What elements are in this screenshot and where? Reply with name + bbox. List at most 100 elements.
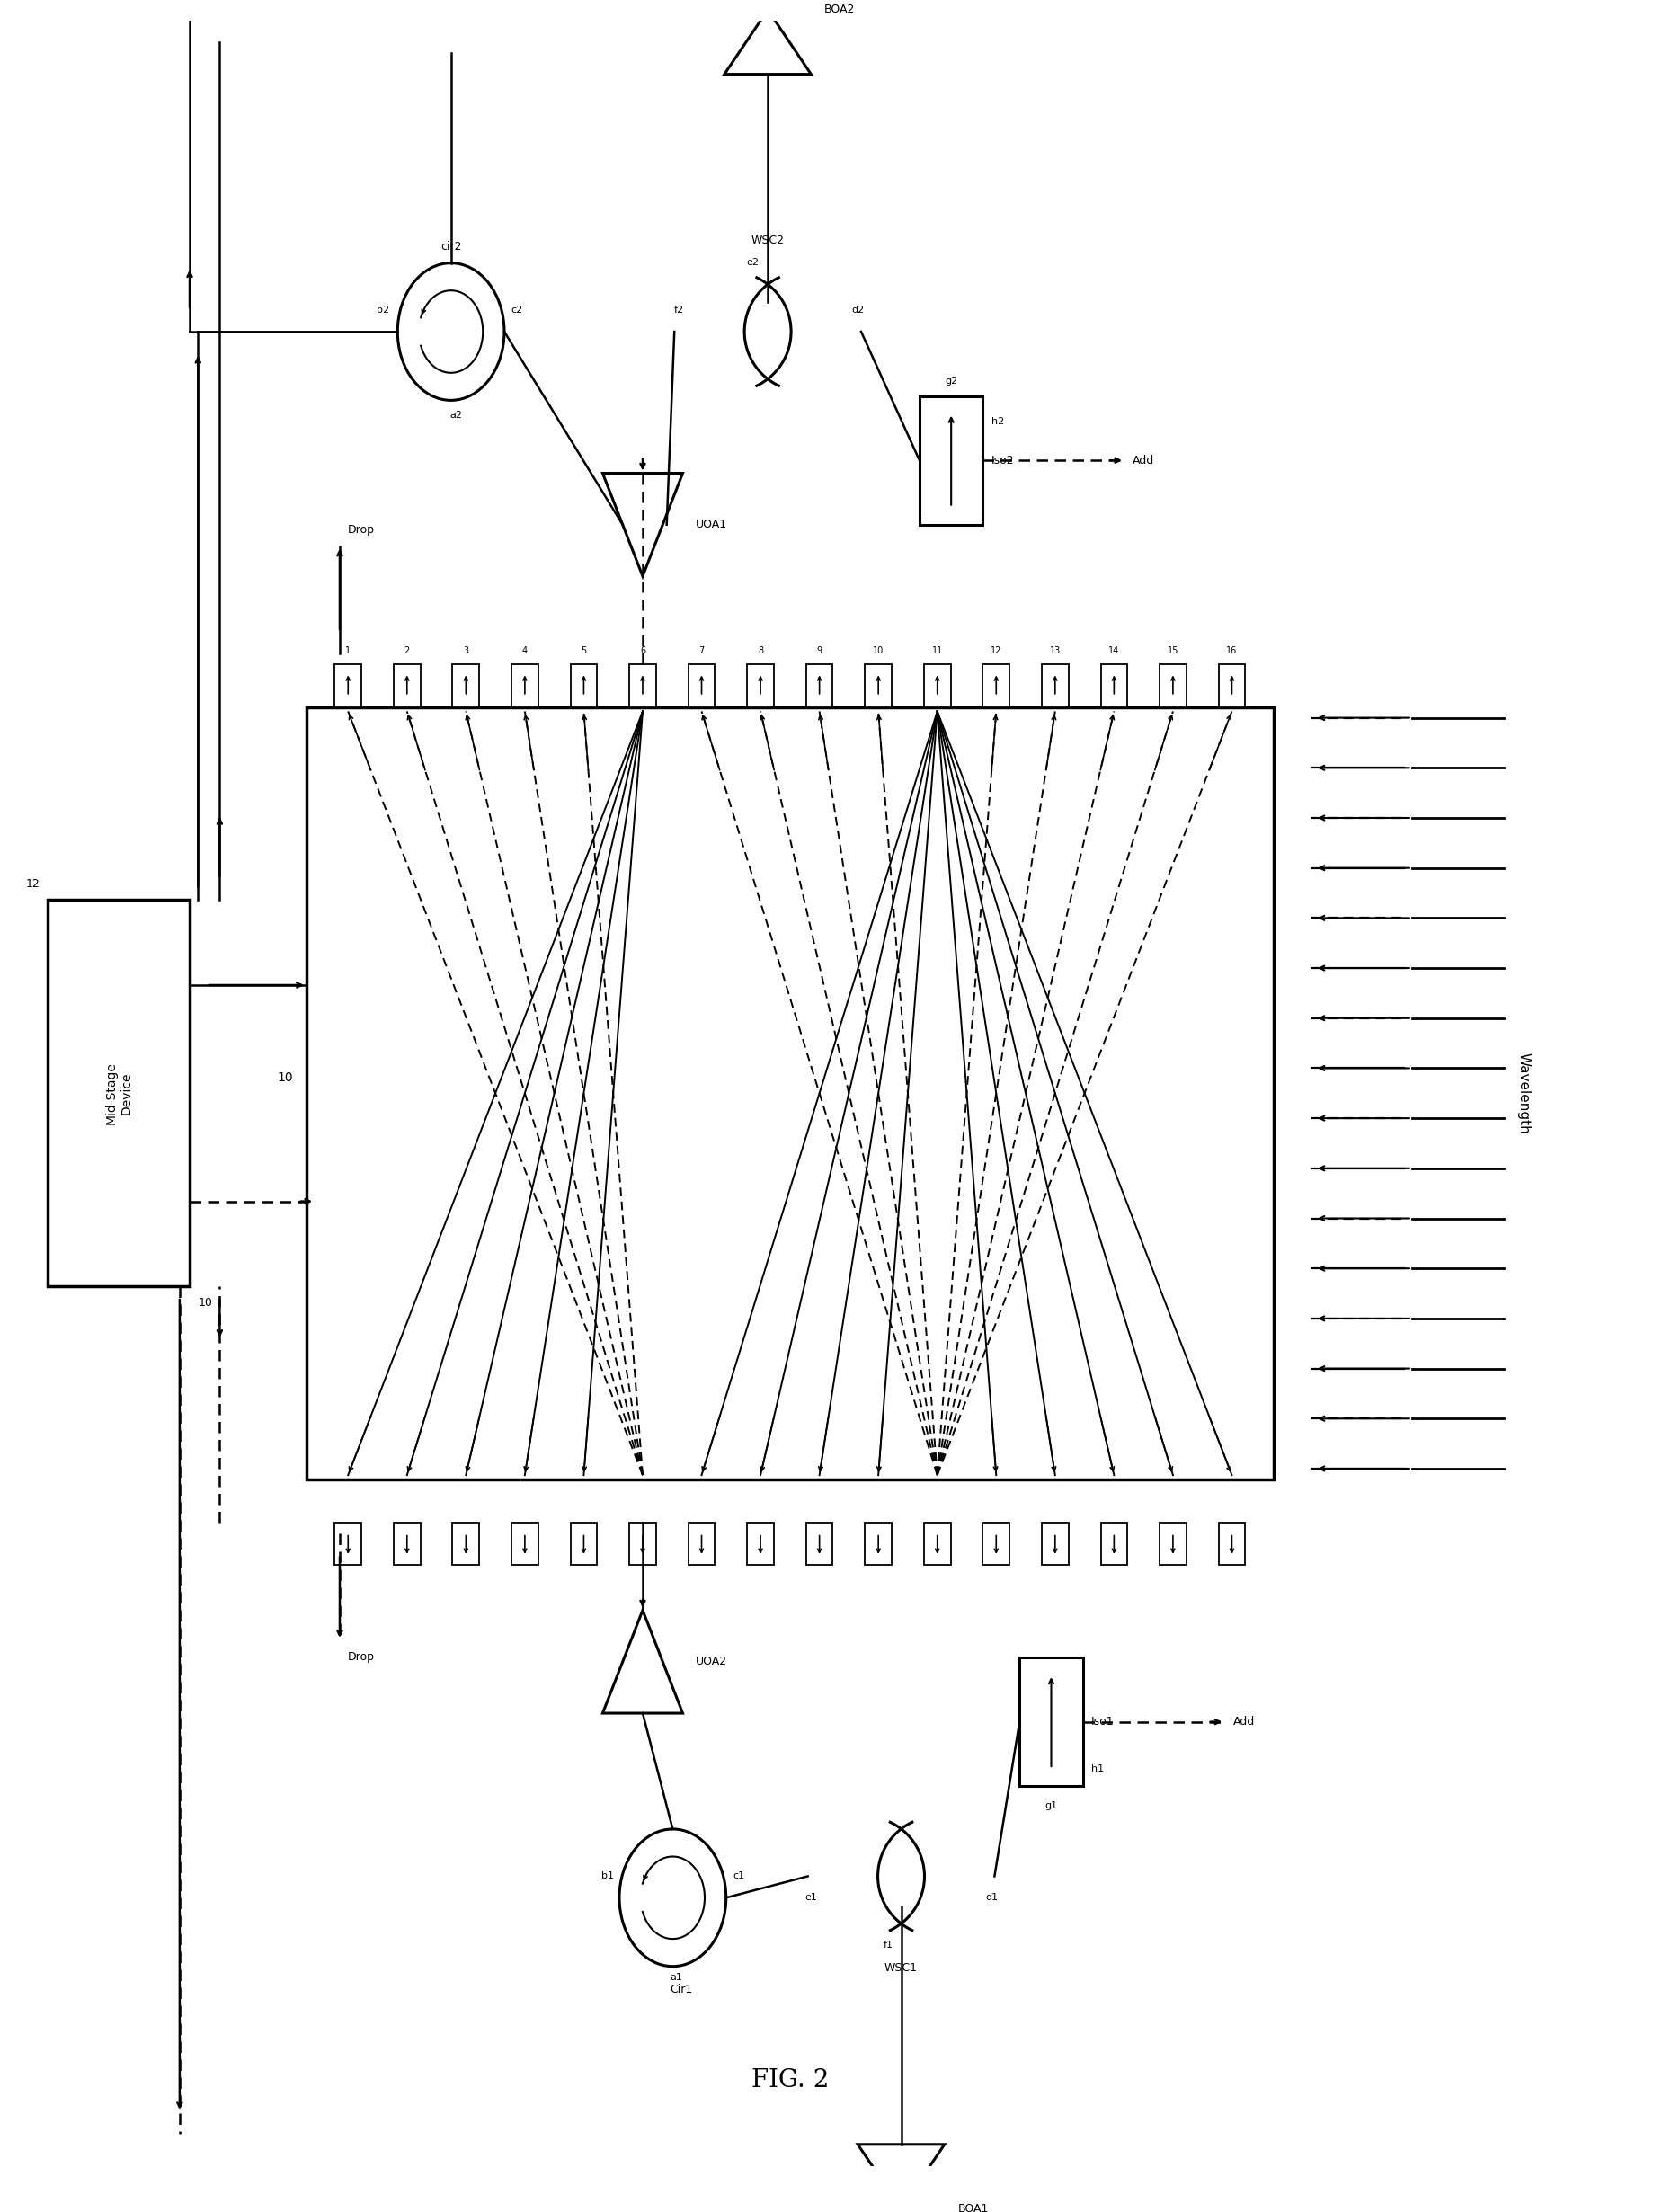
Text: c1: c1 (732, 1871, 744, 1880)
Text: FIG. 2: FIG. 2 (751, 2068, 828, 2093)
Text: UOA2: UOA2 (696, 1657, 727, 1668)
Text: a2: a2 (450, 411, 462, 420)
Text: 6: 6 (640, 1531, 645, 1540)
Text: 15: 15 (1168, 646, 1178, 655)
FancyBboxPatch shape (1042, 664, 1068, 708)
FancyBboxPatch shape (924, 664, 951, 708)
Text: 9: 9 (816, 1531, 822, 1540)
Text: 7: 7 (699, 646, 704, 655)
Text: 3: 3 (464, 1531, 469, 1540)
FancyBboxPatch shape (1218, 1522, 1245, 1566)
Text: WSC2: WSC2 (751, 234, 785, 246)
FancyBboxPatch shape (49, 900, 190, 1287)
FancyBboxPatch shape (1159, 1522, 1186, 1566)
Text: Iso2: Iso2 (991, 453, 1015, 467)
FancyBboxPatch shape (452, 664, 479, 708)
Text: 12: 12 (25, 878, 40, 889)
Text: 13: 13 (1050, 646, 1060, 655)
FancyBboxPatch shape (511, 1522, 538, 1566)
Text: 16: 16 (1226, 646, 1238, 655)
Text: 8: 8 (758, 1531, 763, 1540)
Text: 5: 5 (581, 646, 586, 655)
Text: h1: h1 (1092, 1765, 1104, 1774)
FancyBboxPatch shape (393, 664, 420, 708)
FancyBboxPatch shape (806, 1522, 833, 1566)
FancyBboxPatch shape (689, 1522, 716, 1566)
Text: Mid-Stage
Device: Mid-Stage Device (106, 1062, 133, 1124)
Text: d2: d2 (852, 305, 865, 314)
Text: 8: 8 (758, 646, 763, 655)
Text: UOA1: UOA1 (696, 520, 727, 531)
Text: 10: 10 (874, 1531, 884, 1540)
Text: BOA2: BOA2 (825, 4, 855, 15)
Text: Wavelength: Wavelength (1517, 1053, 1530, 1135)
Text: 4: 4 (522, 646, 528, 655)
Text: Drop: Drop (348, 1650, 375, 1663)
Text: 2: 2 (405, 1531, 410, 1540)
FancyBboxPatch shape (983, 664, 1010, 708)
Text: f1: f1 (884, 1940, 892, 1949)
Text: b2: b2 (376, 305, 390, 314)
FancyBboxPatch shape (630, 664, 655, 708)
FancyBboxPatch shape (571, 1522, 596, 1566)
Text: 13: 13 (1050, 1531, 1060, 1540)
Text: 3: 3 (464, 646, 469, 655)
Text: 11: 11 (932, 646, 942, 655)
Text: d1: d1 (984, 1893, 998, 1902)
Text: 5: 5 (581, 1531, 586, 1540)
Text: Add: Add (1233, 1717, 1255, 1728)
Text: g2: g2 (944, 376, 958, 385)
Text: Add: Add (1132, 453, 1154, 467)
FancyBboxPatch shape (806, 664, 833, 708)
Text: e1: e1 (805, 1893, 816, 1902)
Text: a1: a1 (670, 1973, 682, 1982)
Text: 14: 14 (1109, 646, 1119, 655)
FancyBboxPatch shape (748, 1522, 774, 1566)
Text: 10: 10 (874, 646, 884, 655)
Text: 9: 9 (816, 646, 822, 655)
Text: WSC1: WSC1 (884, 1962, 917, 1973)
Text: 10: 10 (277, 1071, 292, 1084)
FancyBboxPatch shape (1042, 1522, 1068, 1566)
FancyBboxPatch shape (689, 664, 716, 708)
Text: b1: b1 (601, 1871, 615, 1880)
Text: 7: 7 (699, 1531, 704, 1540)
Text: 14: 14 (1109, 1531, 1119, 1540)
FancyBboxPatch shape (865, 1522, 892, 1566)
Text: g1: g1 (1045, 1801, 1058, 1809)
FancyBboxPatch shape (1020, 1657, 1084, 1785)
Text: 1: 1 (346, 1531, 351, 1540)
Text: 12: 12 (991, 1531, 1001, 1540)
FancyBboxPatch shape (1218, 664, 1245, 708)
Text: 6: 6 (640, 646, 645, 655)
Text: cir2: cir2 (440, 241, 462, 252)
FancyBboxPatch shape (983, 1522, 1010, 1566)
FancyBboxPatch shape (306, 708, 1273, 1480)
Text: 12: 12 (991, 646, 1001, 655)
Text: h2: h2 (991, 418, 1005, 427)
Text: BOA1: BOA1 (958, 2203, 990, 2212)
FancyBboxPatch shape (630, 1522, 655, 1566)
Text: 4: 4 (522, 1531, 528, 1540)
Text: 15: 15 (1168, 1531, 1178, 1540)
Text: 16: 16 (1226, 1531, 1238, 1540)
Text: c2: c2 (511, 305, 522, 314)
Text: e2: e2 (748, 259, 759, 268)
FancyBboxPatch shape (1100, 664, 1127, 708)
FancyBboxPatch shape (1159, 664, 1186, 708)
FancyBboxPatch shape (393, 1522, 420, 1566)
FancyBboxPatch shape (571, 664, 596, 708)
Text: 10: 10 (198, 1296, 212, 1310)
FancyBboxPatch shape (748, 664, 774, 708)
Text: Cir1: Cir1 (670, 1984, 692, 1995)
FancyBboxPatch shape (334, 1522, 361, 1566)
FancyBboxPatch shape (452, 1522, 479, 1566)
Text: 2: 2 (405, 646, 410, 655)
FancyBboxPatch shape (1100, 1522, 1127, 1566)
FancyBboxPatch shape (511, 664, 538, 708)
FancyBboxPatch shape (865, 664, 892, 708)
FancyBboxPatch shape (924, 1522, 951, 1566)
Text: Iso1: Iso1 (1092, 1717, 1114, 1728)
Text: f2: f2 (674, 305, 684, 314)
Text: 11: 11 (932, 1531, 942, 1540)
